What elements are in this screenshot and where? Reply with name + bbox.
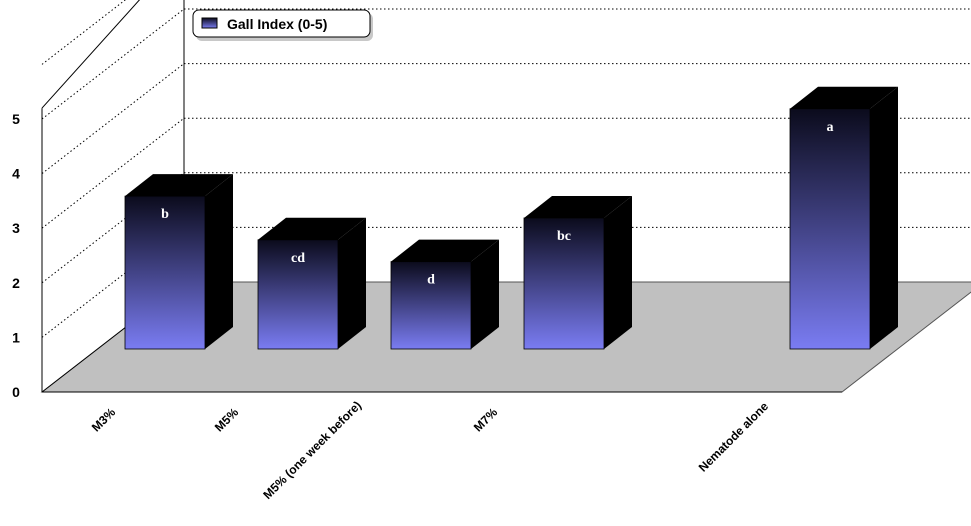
- bar-top: [524, 195, 632, 218]
- bar-top: [125, 174, 233, 197]
- x-tick-label: M5%: [212, 405, 241, 434]
- y-tick-label: 3: [12, 220, 20, 236]
- x-axis-labels: M3% M5% M5% (one week before) M7% Nematode a…: [89, 398, 771, 502]
- legend-swatch: [201, 17, 218, 29]
- y-tick-label: 5: [12, 111, 20, 127]
- left-wall-top-edge: [41, 0, 141, 109]
- legend-box: [192, 9, 371, 38]
- bar-front: [789, 108, 871, 350]
- bar-side: [338, 217, 366, 349]
- bar-top: [790, 86, 898, 109]
- y-tick-label: 4: [12, 166, 20, 182]
- bars: b cd d bc a: [124, 86, 898, 350]
- bar-front: [390, 261, 472, 350]
- x-tick-label: M3%: [89, 405, 118, 434]
- bar-front: [523, 217, 605, 350]
- bar-side: [870, 86, 898, 349]
- bar-top: [391, 239, 499, 262]
- bar-side: [205, 174, 233, 349]
- x-tick-label: M7%: [471, 405, 500, 434]
- y-axis: 0 1 2 3 4 5: [12, 111, 20, 400]
- bar: d: [390, 239, 499, 350]
- y-tick-label: 0: [12, 384, 20, 400]
- y-tick-label: 2: [12, 275, 20, 291]
- bar-data-label: a: [827, 120, 834, 135]
- bar: b: [124, 174, 233, 350]
- x-tick-label: Nematode alone: [696, 399, 772, 475]
- legend-label: Gall Index (0-5): [227, 16, 327, 32]
- bar-data-label: bc: [557, 229, 571, 244]
- bar-side: [471, 239, 499, 349]
- bar-top: [258, 217, 366, 240]
- bar-data-label: d: [427, 273, 435, 288]
- bar-data-label: cd: [291, 251, 305, 266]
- bar: cd: [257, 217, 366, 350]
- bar: a: [789, 86, 898, 350]
- y-tick-label: 1: [12, 329, 20, 345]
- legend: Gall Index (0-5): [192, 9, 373, 41]
- bar-front: [257, 239, 339, 350]
- x-tick-label: M5% (one week before): [260, 398, 364, 502]
- bar-front: [124, 195, 206, 350]
- bar-data-label: b: [161, 207, 169, 222]
- bar: bc: [523, 195, 632, 350]
- bar-side: [604, 195, 632, 349]
